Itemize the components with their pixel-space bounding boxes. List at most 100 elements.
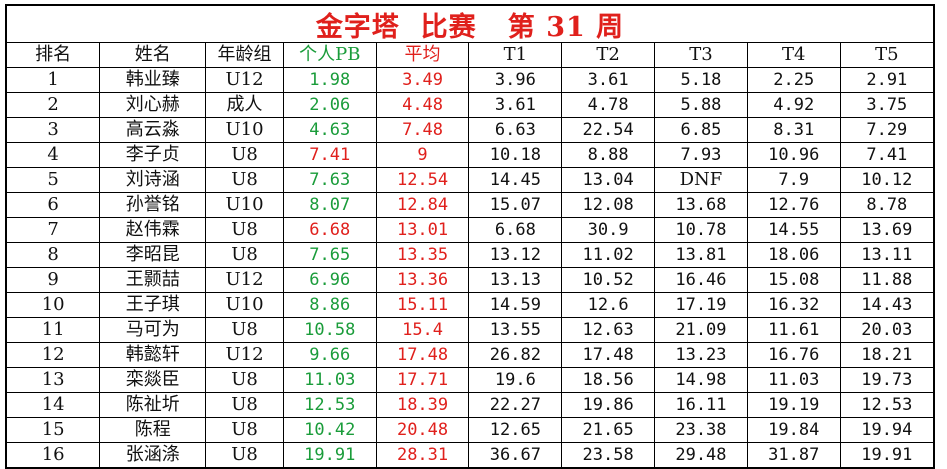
group-cell[interactable]: U10 xyxy=(205,117,284,143)
group-cell[interactable]: U12 xyxy=(205,342,284,368)
t1-cell[interactable]: 13.13 xyxy=(468,267,563,293)
rank-cell[interactable]: 15 xyxy=(7,417,101,443)
group-cell[interactable]: U8 xyxy=(205,392,284,418)
pb-cell[interactable]: 7.63 xyxy=(282,167,377,193)
t4-cell[interactable]: 19.19 xyxy=(746,392,841,418)
name-cell[interactable]: 韩业臻 xyxy=(99,67,207,93)
t2-cell[interactable]: 17.48 xyxy=(561,342,656,368)
t2-cell[interactable]: 12.08 xyxy=(561,192,656,218)
group-cell[interactable]: U8 xyxy=(205,417,284,443)
group-cell[interactable]: U8 xyxy=(205,317,284,343)
t1-cell[interactable]: 15.07 xyxy=(468,192,563,218)
col-header-pb[interactable]: 个人PB xyxy=(282,43,377,68)
pb-cell[interactable]: 12.53 xyxy=(282,392,377,418)
t3-cell[interactable]: 13.23 xyxy=(654,342,748,368)
name-cell[interactable]: 张涵涤 xyxy=(99,442,207,467)
col-header-name[interactable]: 姓名 xyxy=(99,43,207,68)
group-cell[interactable]: U8 xyxy=(205,142,284,168)
col-header-t2[interactable]: T2 xyxy=(561,43,656,68)
rank-cell[interactable]: 3 xyxy=(7,117,101,143)
t2-cell[interactable]: 10.52 xyxy=(561,267,656,293)
pb-cell[interactable]: 6.96 xyxy=(282,267,377,293)
avg-cell[interactable]: 7.48 xyxy=(375,117,470,143)
col-header-t5[interactable]: T5 xyxy=(839,43,933,68)
t4-cell[interactable]: 16.76 xyxy=(746,342,841,368)
pb-cell[interactable]: 7.65 xyxy=(282,242,377,268)
col-header-t4[interactable]: T4 xyxy=(746,43,841,68)
t3-cell[interactable]: 14.98 xyxy=(654,367,748,393)
rank-cell[interactable]: 1 xyxy=(7,67,101,93)
t3-cell[interactable]: 29.48 xyxy=(654,442,748,467)
t3-cell[interactable]: DNF xyxy=(654,167,748,193)
rank-cell[interactable]: 12 xyxy=(7,342,101,368)
col-header-group[interactable]: 年龄组 xyxy=(205,43,284,68)
group-cell[interactable]: U12 xyxy=(205,67,284,93)
col-header-t1[interactable]: T1 xyxy=(468,43,563,68)
t5-cell[interactable]: 3.75 xyxy=(839,92,933,118)
t4-cell[interactable]: 11.03 xyxy=(746,367,841,393)
t5-cell[interactable]: 20.03 xyxy=(839,317,933,343)
t1-cell[interactable]: 22.27 xyxy=(468,392,563,418)
group-cell[interactable]: U10 xyxy=(205,292,284,318)
t5-cell[interactable]: 14.43 xyxy=(839,292,933,318)
t1-cell[interactable]: 19.6 xyxy=(468,367,563,393)
rank-cell[interactable]: 16 xyxy=(7,442,101,467)
t2-cell[interactable]: 11.02 xyxy=(561,242,656,268)
avg-cell[interactable]: 28.31 xyxy=(375,442,470,467)
t4-cell[interactable]: 31.87 xyxy=(746,442,841,467)
name-cell[interactable]: 王子琪 xyxy=(99,292,207,318)
t3-cell[interactable]: 10.78 xyxy=(654,217,748,243)
t4-cell[interactable]: 12.76 xyxy=(746,192,841,218)
rank-cell[interactable]: 4 xyxy=(7,142,101,168)
t4-cell[interactable]: 18.06 xyxy=(746,242,841,268)
t4-cell[interactable]: 7.9 xyxy=(746,167,841,193)
avg-cell[interactable]: 18.39 xyxy=(375,392,470,418)
t2-cell[interactable]: 4.78 xyxy=(561,92,656,118)
group-cell[interactable]: U8 xyxy=(205,217,284,243)
t1-cell[interactable]: 3.61 xyxy=(468,92,563,118)
t5-cell[interactable]: 12.53 xyxy=(839,392,933,418)
t5-cell[interactable]: 19.91 xyxy=(839,442,933,467)
t5-cell[interactable]: 11.88 xyxy=(839,267,933,293)
t4-cell[interactable]: 8.31 xyxy=(746,117,841,143)
name-cell[interactable]: 李子贞 xyxy=(99,142,207,168)
pb-cell[interactable]: 8.86 xyxy=(282,292,377,318)
name-cell[interactable]: 刘心赫 xyxy=(99,92,207,118)
t1-cell[interactable]: 3.96 xyxy=(468,67,563,93)
name-cell[interactable]: 刘诗涵 xyxy=(99,167,207,193)
t2-cell[interactable]: 13.04 xyxy=(561,167,656,193)
t2-cell[interactable]: 8.88 xyxy=(561,142,656,168)
t1-cell[interactable]: 36.67 xyxy=(468,442,563,467)
t1-cell[interactable]: 13.55 xyxy=(468,317,563,343)
rank-cell[interactable]: 10 xyxy=(7,292,101,318)
avg-cell[interactable]: 17.71 xyxy=(375,367,470,393)
t3-cell[interactable]: 5.88 xyxy=(654,92,748,118)
t5-cell[interactable]: 19.94 xyxy=(839,417,933,443)
t5-cell[interactable]: 18.21 xyxy=(839,342,933,368)
t5-cell[interactable]: 19.73 xyxy=(839,367,933,393)
t5-cell[interactable]: 8.78 xyxy=(839,192,933,218)
avg-cell[interactable]: 15.11 xyxy=(375,292,470,318)
pb-cell[interactable]: 8.07 xyxy=(282,192,377,218)
rank-cell[interactable]: 14 xyxy=(7,392,101,418)
t1-cell[interactable]: 14.59 xyxy=(468,292,563,318)
t2-cell[interactable]: 19.86 xyxy=(561,392,656,418)
t1-cell[interactable]: 6.68 xyxy=(468,217,563,243)
avg-cell[interactable]: 15.4 xyxy=(375,317,470,343)
name-cell[interactable]: 陈祉圻 xyxy=(99,392,207,418)
avg-cell[interactable]: 12.54 xyxy=(375,167,470,193)
t3-cell[interactable]: 7.93 xyxy=(654,142,748,168)
t2-cell[interactable]: 30.9 xyxy=(561,217,656,243)
pb-cell[interactable]: 9.66 xyxy=(282,342,377,368)
t4-cell[interactable]: 19.84 xyxy=(746,417,841,443)
avg-cell[interactable]: 9 xyxy=(375,142,470,168)
name-cell[interactable]: 栾燚臣 xyxy=(99,367,207,393)
t2-cell[interactable]: 23.58 xyxy=(561,442,656,467)
t5-cell[interactable]: 13.11 xyxy=(839,242,933,268)
pb-cell[interactable]: 19.91 xyxy=(282,442,377,467)
avg-cell[interactable]: 13.36 xyxy=(375,267,470,293)
t4-cell[interactable]: 14.55 xyxy=(746,217,841,243)
name-cell[interactable]: 孙誉铭 xyxy=(99,192,207,218)
t2-cell[interactable]: 12.6 xyxy=(561,292,656,318)
group-cell[interactable]: U8 xyxy=(205,242,284,268)
